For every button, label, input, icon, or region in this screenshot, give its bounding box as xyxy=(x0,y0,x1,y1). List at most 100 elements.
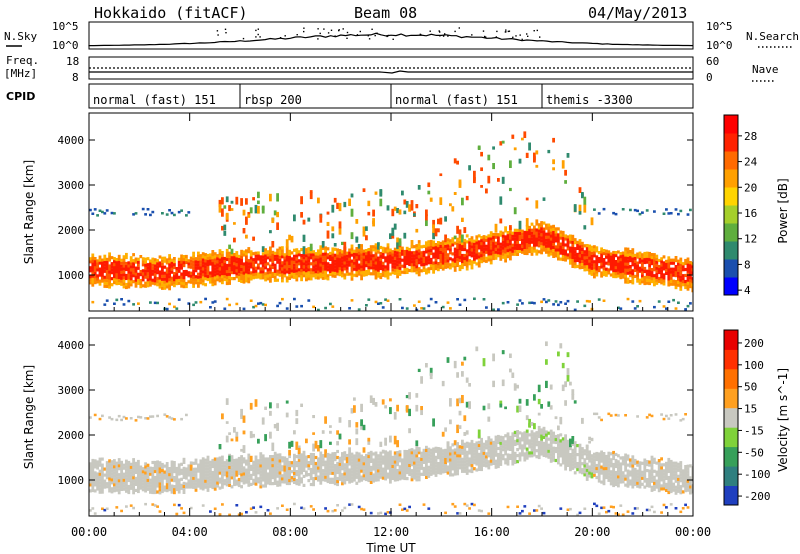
echo-cell xyxy=(305,461,308,465)
echo-cell xyxy=(662,273,666,277)
echo-cell xyxy=(629,274,632,278)
echo-cell xyxy=(389,450,392,454)
echo-cell xyxy=(653,274,656,278)
echo-cell xyxy=(561,233,565,238)
echo-cell xyxy=(384,512,387,516)
echo-cell xyxy=(101,469,104,473)
echo-cell xyxy=(237,278,241,282)
echo-cell xyxy=(535,164,539,168)
echo-cell xyxy=(156,505,159,508)
echo-cell xyxy=(254,204,258,214)
echo-cell xyxy=(367,272,371,276)
echo-cell xyxy=(458,460,462,464)
echo-cell xyxy=(549,429,553,433)
echo-cell xyxy=(434,252,438,256)
echo-cell xyxy=(192,482,195,486)
echo-cell xyxy=(324,460,327,464)
echo-cell xyxy=(120,270,123,274)
echo-cell xyxy=(168,278,171,282)
echo-cell xyxy=(182,472,186,476)
echo-cell xyxy=(549,444,553,448)
echo-cell xyxy=(691,271,693,275)
echo-cell xyxy=(554,239,558,243)
echo-cell xyxy=(269,473,272,477)
echo-cell xyxy=(583,507,587,510)
echo-cell xyxy=(667,300,671,303)
echo-cell xyxy=(329,257,332,261)
echo-cell xyxy=(525,242,529,247)
echo-cell xyxy=(499,441,503,445)
echo-cell xyxy=(283,468,287,472)
echo-cell xyxy=(324,252,327,256)
echo-cell xyxy=(211,277,215,281)
echo-cell xyxy=(144,465,147,469)
echo-cell xyxy=(501,140,505,144)
echo-cell xyxy=(120,487,123,491)
echo-cell xyxy=(468,259,471,263)
echo-cell xyxy=(401,264,404,268)
echo-cell xyxy=(360,403,363,413)
echo-cell xyxy=(513,454,517,458)
echo-cell xyxy=(441,380,445,387)
echo-cell xyxy=(127,273,131,277)
echo-cell xyxy=(242,250,246,254)
echo-cell xyxy=(343,469,347,473)
echo-cell xyxy=(542,450,546,454)
echo-cell xyxy=(552,446,555,450)
echo-cell xyxy=(194,281,198,285)
echo-cell xyxy=(199,257,203,261)
echo-cell xyxy=(120,264,123,268)
echo-cell xyxy=(686,266,690,270)
echo-cell xyxy=(571,451,575,455)
echo-cell xyxy=(230,455,234,459)
echo-cell xyxy=(261,457,265,461)
echo-cell xyxy=(549,384,553,390)
echo-cell xyxy=(285,279,289,283)
echo-cell xyxy=(343,463,347,467)
echo-cell xyxy=(115,261,119,265)
echo-cell xyxy=(285,261,289,265)
echo-cell xyxy=(187,470,191,474)
echo-cell xyxy=(96,487,99,491)
echo-cell xyxy=(429,448,433,452)
echo-cell xyxy=(288,273,291,277)
echo-cell xyxy=(156,301,159,305)
echo-cell xyxy=(631,263,635,267)
echo-cell xyxy=(141,207,145,211)
echo-cell xyxy=(245,471,248,475)
echo-cell xyxy=(674,268,678,272)
echo-cell xyxy=(273,457,277,461)
echo-cell xyxy=(350,479,354,483)
echo-cell xyxy=(501,255,505,259)
echo-cell xyxy=(288,469,291,474)
echo-cell xyxy=(146,272,150,276)
echo-cell xyxy=(386,273,390,277)
echo-cell xyxy=(545,359,548,365)
echo-cell xyxy=(127,463,131,468)
echo-cell xyxy=(173,491,176,495)
echo-cell xyxy=(302,462,306,466)
echo-cell xyxy=(300,269,303,273)
echo-cell xyxy=(542,511,546,515)
echo-cell xyxy=(249,455,253,459)
echo-cell xyxy=(293,430,296,435)
echo-cell xyxy=(213,282,217,286)
echo-cell xyxy=(343,472,347,476)
echo-cell xyxy=(206,467,210,471)
echo-cell xyxy=(530,439,534,443)
echo-cell xyxy=(173,260,176,264)
echo-cell xyxy=(372,218,375,227)
echo-cell xyxy=(566,256,570,260)
echo-cell xyxy=(355,247,359,251)
echo-cell xyxy=(225,468,229,472)
echo-cell xyxy=(249,402,253,410)
echo-cell xyxy=(621,260,625,264)
echo-cell xyxy=(343,276,347,280)
echo-cell xyxy=(165,282,169,286)
echo-cell xyxy=(461,466,464,470)
echo-cell xyxy=(177,463,181,467)
echo-cell xyxy=(648,275,651,280)
echo-cell xyxy=(367,263,371,267)
echo-cell xyxy=(101,472,104,476)
echo-cell xyxy=(441,264,445,268)
